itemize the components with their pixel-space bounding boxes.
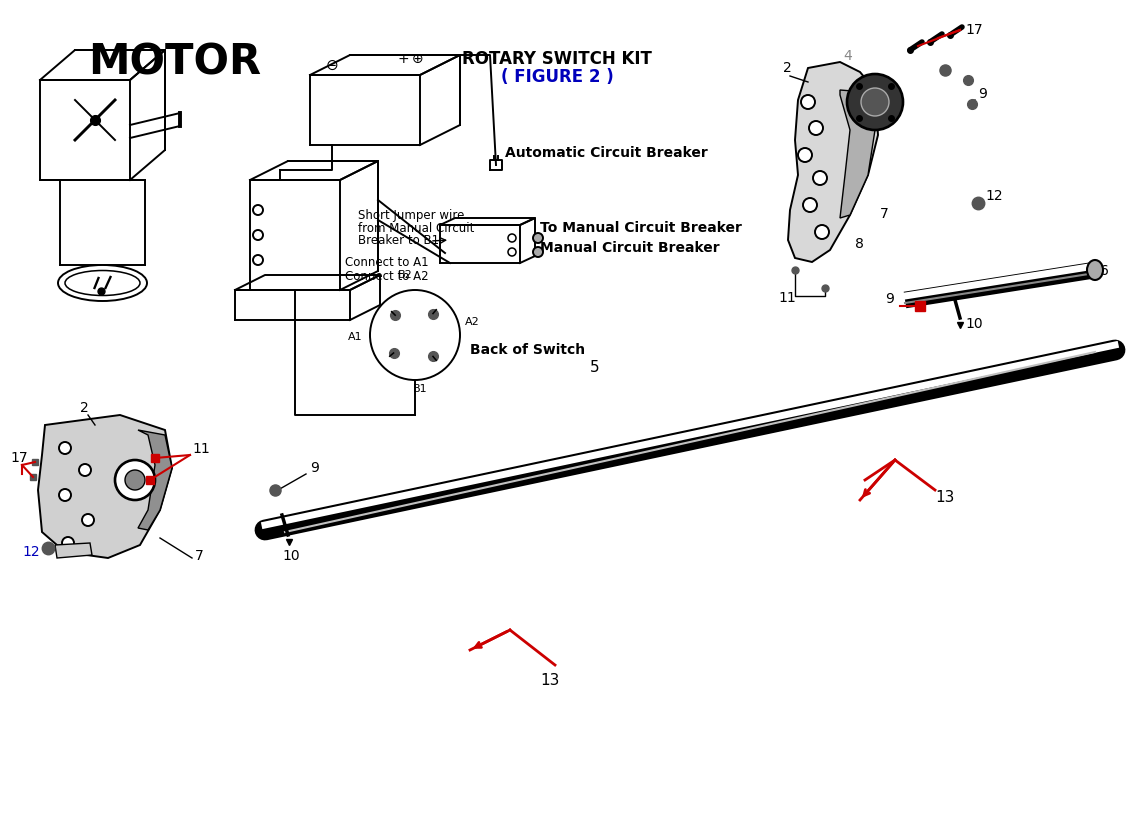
Circle shape <box>804 198 817 212</box>
Text: Short Jumper wire: Short Jumper wire <box>358 209 464 221</box>
Text: To Manual Circuit Breaker: To Manual Circuit Breaker <box>539 221 742 235</box>
Text: B1: B1 <box>413 384 427 394</box>
Circle shape <box>798 148 812 162</box>
Text: Connect to A2: Connect to A2 <box>345 270 429 283</box>
Text: ( FIGURE 2 ): ( FIGURE 2 ) <box>501 68 614 86</box>
Circle shape <box>82 514 94 526</box>
Circle shape <box>801 95 815 109</box>
Text: Back of Switch: Back of Switch <box>470 343 585 357</box>
Text: Automatic Circuit Breaker: Automatic Circuit Breaker <box>505 146 708 160</box>
Text: 8: 8 <box>855 237 864 251</box>
Text: 11: 11 <box>192 442 210 456</box>
Circle shape <box>813 171 828 185</box>
Circle shape <box>507 234 515 242</box>
Text: 7: 7 <box>195 549 203 563</box>
Circle shape <box>59 489 71 501</box>
Text: A2: A2 <box>465 317 480 327</box>
Circle shape <box>370 290 459 380</box>
Circle shape <box>125 470 145 490</box>
Text: 2: 2 <box>783 61 792 75</box>
Polygon shape <box>138 430 171 530</box>
Text: $\ominus$: $\ominus$ <box>326 58 338 73</box>
Text: A1: A1 <box>347 332 362 342</box>
Text: 9: 9 <box>310 461 319 475</box>
Circle shape <box>847 74 903 130</box>
Text: 17: 17 <box>965 23 983 37</box>
Text: Manual Circuit Breaker: Manual Circuit Breaker <box>539 241 720 255</box>
Circle shape <box>59 442 71 454</box>
Text: 13: 13 <box>539 673 559 688</box>
Circle shape <box>253 230 263 240</box>
Text: 12: 12 <box>22 545 40 559</box>
Circle shape <box>861 88 889 116</box>
Text: 7: 7 <box>880 207 889 221</box>
Text: 5: 5 <box>590 360 600 375</box>
Text: 9: 9 <box>978 87 986 101</box>
Text: 2: 2 <box>80 401 89 415</box>
Circle shape <box>809 121 823 135</box>
Circle shape <box>533 233 543 243</box>
Text: 10: 10 <box>282 549 299 563</box>
Circle shape <box>62 537 74 549</box>
Ellipse shape <box>1087 260 1103 280</box>
Text: 13: 13 <box>935 490 954 505</box>
Circle shape <box>253 205 263 215</box>
Text: MOTOR: MOTOR <box>88 42 262 84</box>
Ellipse shape <box>58 265 147 301</box>
Polygon shape <box>788 62 878 262</box>
Text: Connect to A1: Connect to A1 <box>345 256 429 270</box>
Circle shape <box>79 464 91 476</box>
Text: 12: 12 <box>985 189 1002 203</box>
Circle shape <box>533 247 543 257</box>
Circle shape <box>815 225 829 239</box>
Text: 6: 6 <box>1100 264 1109 278</box>
Text: 9: 9 <box>885 292 894 306</box>
Polygon shape <box>840 90 876 218</box>
Text: from Manual Circuit: from Manual Circuit <box>358 221 474 234</box>
Text: $+\oplus$: $+\oplus$ <box>397 52 423 66</box>
Circle shape <box>115 460 155 500</box>
Text: 17: 17 <box>10 451 27 465</box>
Text: B2: B2 <box>398 270 413 280</box>
Polygon shape <box>55 543 91 558</box>
Ellipse shape <box>65 270 139 295</box>
Circle shape <box>507 248 515 256</box>
Text: 10: 10 <box>965 317 983 331</box>
Text: ROTARY SWITCH KIT: ROTARY SWITCH KIT <box>462 50 652 68</box>
Polygon shape <box>38 415 171 558</box>
Text: Breaker to B1: Breaker to B1 <box>358 234 439 247</box>
Circle shape <box>253 255 263 265</box>
Text: 4: 4 <box>844 49 852 63</box>
Text: 11: 11 <box>778 291 796 305</box>
